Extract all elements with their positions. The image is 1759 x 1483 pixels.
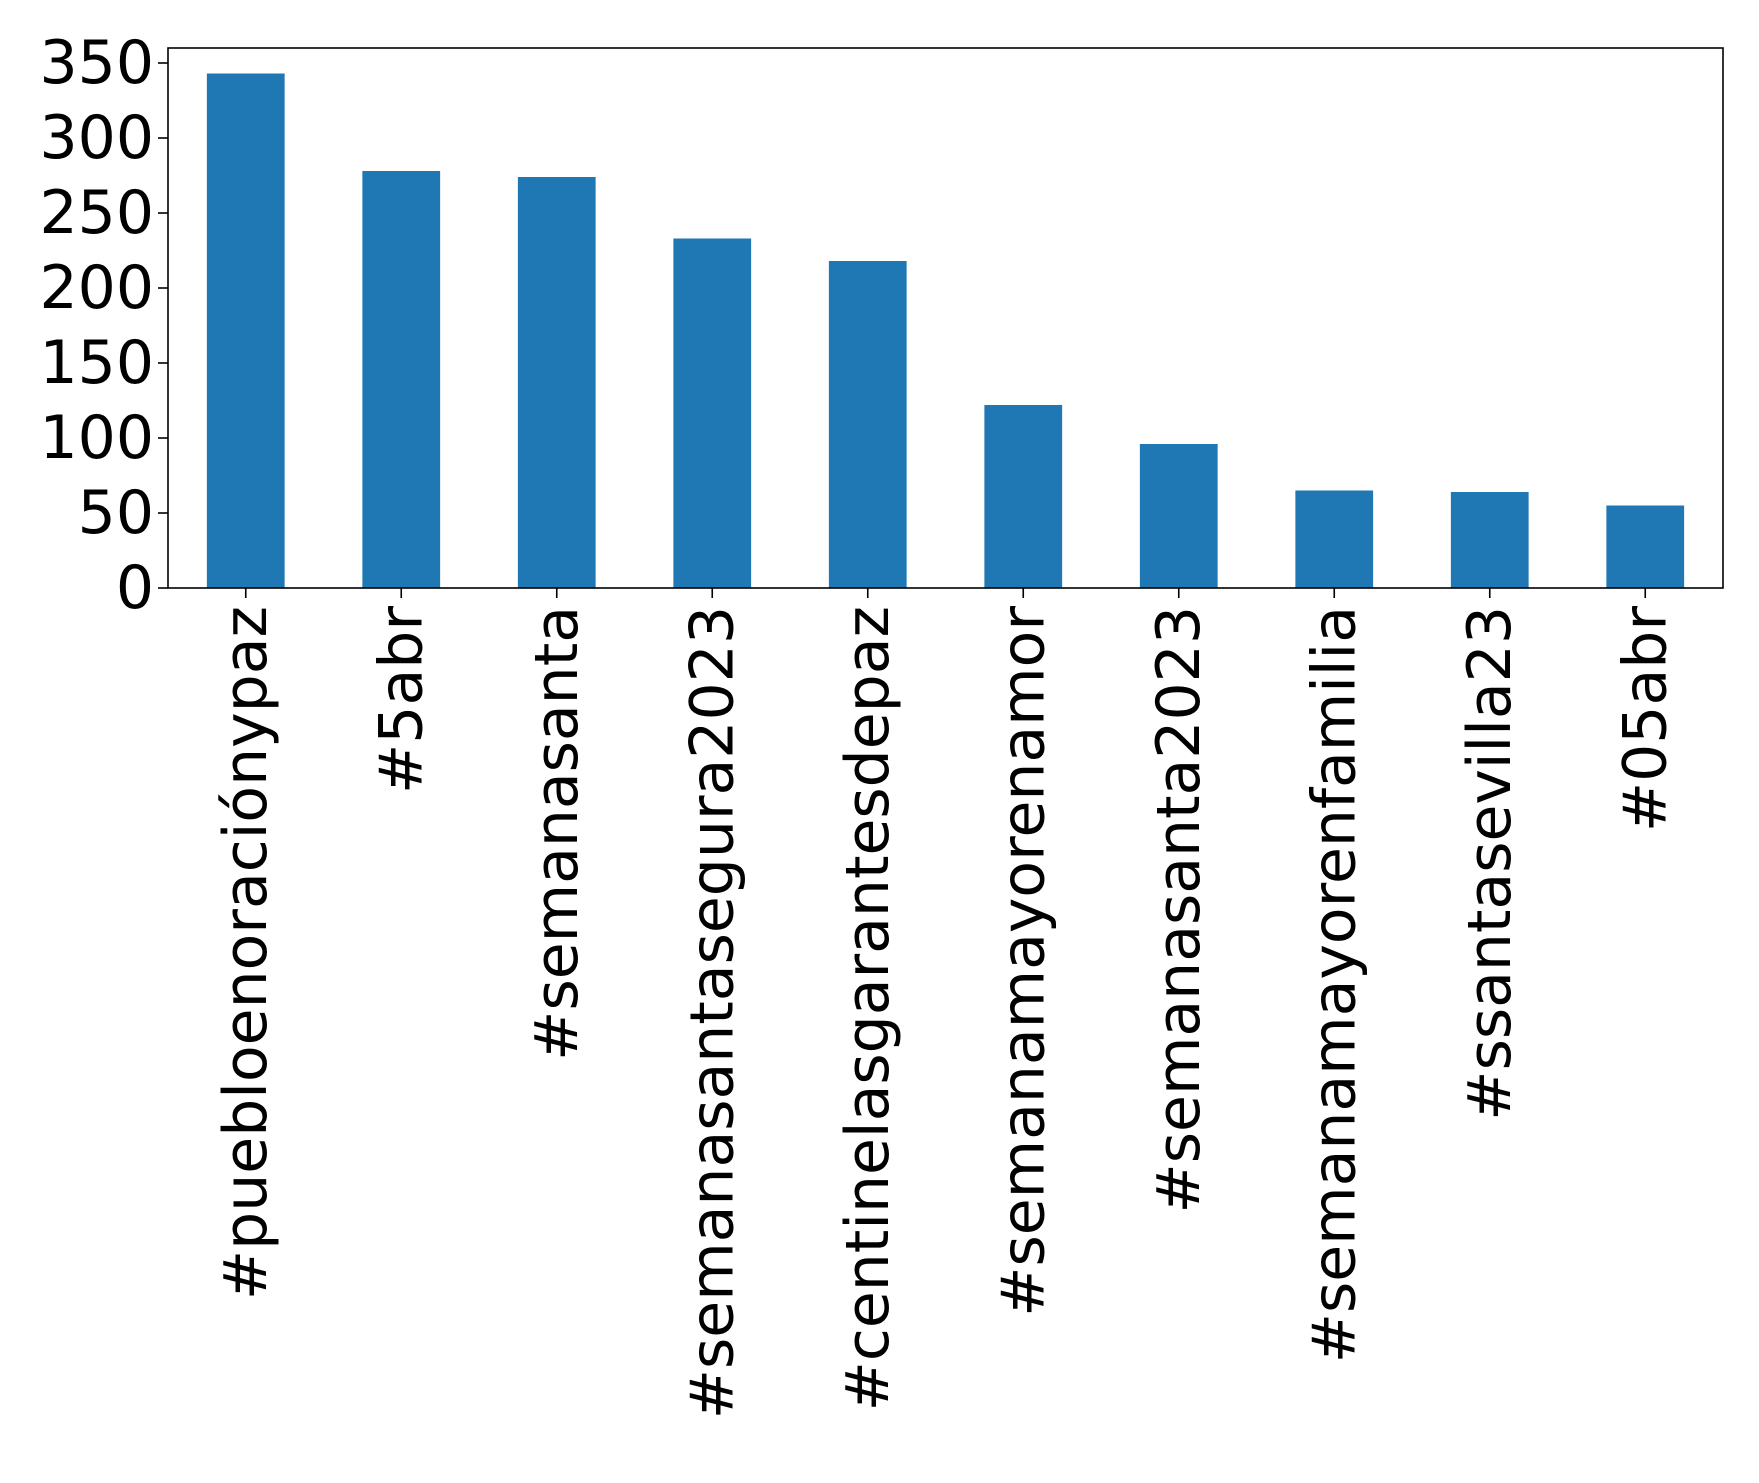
plot-frame bbox=[167, 47, 1724, 589]
bar bbox=[206, 73, 285, 588]
bar bbox=[1450, 492, 1529, 588]
x-tick-label: #semanasanta2023 bbox=[1144, 606, 1214, 1214]
x-tick-label: #ssantasevilla23 bbox=[1455, 606, 1525, 1121]
y-tick-label: 350 bbox=[39, 28, 154, 98]
bar bbox=[1139, 444, 1218, 588]
x-tick-label: #semanamayorenfamilia bbox=[1299, 606, 1369, 1363]
y-tick-label: 100 bbox=[39, 403, 154, 473]
x-tick-label: #05abr bbox=[1610, 606, 1680, 832]
bar bbox=[1606, 505, 1685, 588]
bar bbox=[828, 261, 907, 588]
y-tick-label: 150 bbox=[39, 328, 154, 398]
bar bbox=[984, 405, 1063, 588]
y-tick-label: 250 bbox=[39, 178, 154, 248]
x-tick-label: #centinelasgarantesdepaz bbox=[833, 606, 903, 1411]
y-tick-label: 50 bbox=[78, 478, 154, 548]
y-tick-label: 200 bbox=[39, 253, 154, 323]
y-tick-label: 0 bbox=[116, 553, 154, 623]
x-axis: #puebloenoraciónypaz #5abr #semanasanta #se… bbox=[211, 588, 1680, 1419]
bars-group bbox=[206, 73, 1685, 588]
x-tick-label: #semanamayorenamor bbox=[988, 606, 1058, 1317]
bar bbox=[673, 238, 752, 588]
x-tick-label: #puebloenoraciónypaz bbox=[211, 606, 281, 1300]
bar bbox=[362, 171, 441, 588]
x-tick-label: #semanasanta bbox=[522, 606, 592, 1061]
y-tick-label: 300 bbox=[39, 103, 154, 173]
x-tick-label: #5abr bbox=[366, 606, 436, 794]
x-tick-label: #semanasantasegura2023 bbox=[677, 606, 747, 1419]
bar bbox=[517, 177, 596, 588]
bar bbox=[1295, 490, 1374, 588]
